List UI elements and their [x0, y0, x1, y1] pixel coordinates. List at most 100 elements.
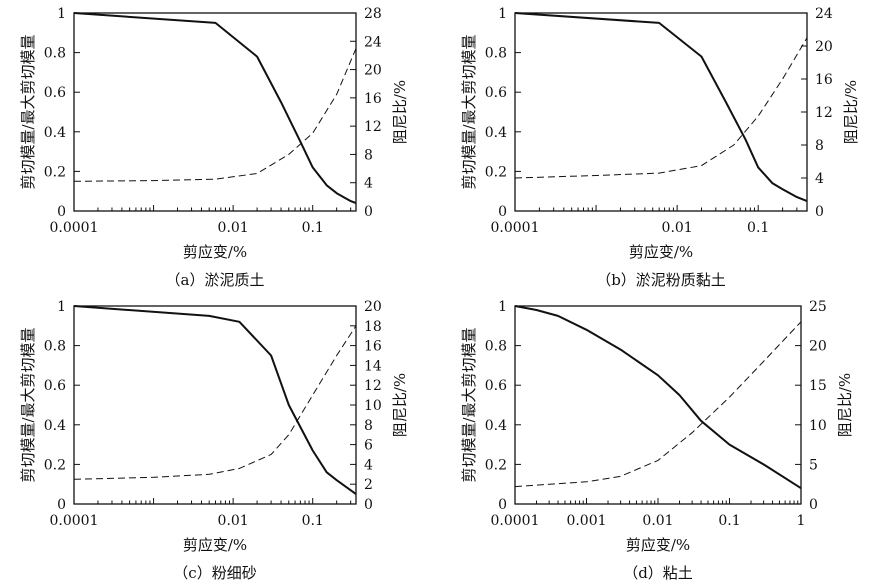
plot-frame	[514, 305, 802, 505]
y-left-tick-label: 0.2	[44, 164, 66, 180]
modulus-ratio-curve	[73, 305, 357, 495]
plot-frame	[514, 12, 808, 212]
panel-caption: （c）粉细砂	[173, 564, 256, 582]
y-right-tick-label: 4	[364, 176, 373, 192]
y-right-tick-label: 12	[364, 119, 382, 135]
x-tick-label: 0.1	[718, 513, 740, 529]
y-right-tick-label: 12	[364, 378, 382, 394]
y-left-tick-label: 0	[498, 497, 507, 513]
y-left-tick-label: 1	[57, 6, 66, 22]
x-tick-label: 0.0001	[50, 220, 99, 236]
y-left-tick-label: 0.4	[44, 418, 66, 434]
x-tick-label: 0.1	[302, 513, 324, 529]
damping-ratio-curve	[514, 37, 808, 179]
y-right-tick-label: 20	[364, 299, 382, 315]
y-left-tick-label: 0.6	[44, 378, 66, 394]
y-left-tick-label: 1	[498, 6, 507, 22]
y-left-tick-label: 0.8	[485, 46, 507, 62]
y-right-tick-label: 14	[364, 358, 382, 374]
x-tick-label: 0.01	[218, 513, 249, 529]
y-left-tick-label: 0.6	[485, 85, 507, 101]
y-right-axis-title: 阻尼比/%	[842, 80, 860, 144]
y-right-tick-label: 2	[364, 477, 373, 493]
x-tick-label: 0.01	[642, 513, 673, 529]
y-left-axis-title: 剪切模量/最大剪切模量	[460, 34, 478, 189]
y-left-axis-title: 剪切模量/最大剪切模量	[19, 34, 37, 189]
y-right-tick-label: 18	[364, 319, 382, 335]
y-right-tick-label: 16	[364, 91, 382, 107]
y-right-tick-label: 4	[815, 171, 824, 187]
y-right-tick-label: 24	[364, 34, 382, 50]
y-left-axis-title: 剪切模量/最大剪切模量	[19, 327, 37, 482]
y-right-tick-label: 8	[815, 138, 824, 154]
y-right-axis-title: 阻尼比/%	[391, 80, 409, 144]
y-right-tick-label: 8	[364, 418, 373, 434]
panel-caption: （d）粘土	[623, 564, 693, 582]
y-right-tick-label: 10	[364, 398, 382, 414]
x-tick-label: 0.0001	[491, 220, 540, 236]
y-left-tick-label: 0.2	[485, 457, 507, 473]
y-right-tick-label: 5	[809, 457, 818, 473]
x-tick-label: 0.0001	[491, 513, 540, 529]
y-left-tick-label: 0	[57, 204, 66, 220]
x-tick-label: 0.01	[218, 220, 249, 236]
panel-caption: （b）淤泥粉质黏土	[596, 271, 726, 289]
y-right-tick-label: 0	[364, 204, 373, 220]
damping-ratio-curve	[514, 321, 802, 488]
modulus-ratio-curve	[514, 305, 802, 490]
damping-ratio-curve	[73, 325, 357, 480]
plot-frame	[73, 305, 357, 505]
plot-frame	[73, 12, 357, 212]
y-right-tick-label: 15	[809, 378, 827, 394]
y-right-tick-label: 6	[364, 438, 373, 454]
y-left-tick-label: 0	[498, 204, 507, 220]
y-right-tick-label: 20	[809, 339, 827, 355]
y-right-tick-label: 4	[364, 457, 373, 473]
x-axis-title: 剪应变/%	[183, 536, 247, 554]
y-right-axis-title: 阻尼比/%	[391, 373, 409, 437]
y-right-tick-label: 16	[364, 339, 382, 355]
x-axis-title: 剪应变/%	[626, 536, 690, 554]
y-left-tick-label: 1	[57, 299, 66, 315]
y-right-tick-label: 12	[815, 105, 833, 121]
damping-ratio-curve	[73, 48, 357, 182]
y-left-tick-label: 0	[57, 497, 66, 513]
y-left-tick-label: 0.6	[485, 378, 507, 394]
y-right-axis-title: 阻尼比/%	[836, 373, 854, 437]
x-tick-label: 0.0001	[50, 513, 99, 529]
x-tick-label: 0.01	[662, 220, 693, 236]
modulus-ratio-curve	[73, 12, 357, 205]
chart-panel-d: 0.0001 0.001 0.01 0.1 100.20.40.60.810510152…	[460, 299, 854, 582]
y-left-tick-label: 0.4	[44, 125, 66, 141]
y-left-tick-label: 0.8	[44, 46, 66, 62]
y-right-tick-label: 0	[809, 497, 818, 513]
y-right-tick-label: 8	[364, 147, 373, 163]
y-left-tick-label: 0.8	[44, 339, 66, 355]
modulus-ratio-curve	[514, 12, 808, 203]
y-right-tick-label: 16	[815, 72, 833, 88]
x-tick-label: 0.001	[566, 513, 606, 529]
y-left-tick-label: 0.8	[485, 339, 507, 355]
chart-panel-c: 0.0001 0.01 0.100.20.40.60.810246810121416…	[19, 299, 409, 582]
y-right-tick-label: 0	[364, 497, 373, 513]
chart-panel-a: 0.0001 0.01 0.1 0 0.2 0.4 0.6 0.8 1 0 4 8 12 16 20 24 28…	[19, 6, 409, 289]
y-left-axis-title: 剪切模量/最大剪切模量	[460, 327, 478, 482]
panel-caption: （a）淤泥质土	[166, 271, 265, 289]
y-right-tick-label: 0	[815, 204, 824, 220]
chart-panel-b: 0.0001 0.01 0.1 0 0.2 0.4 0.6 0.8 1 0 4 8 12 16 20 24 剪切…	[460, 6, 860, 289]
y-left-tick-label: 0.2	[44, 457, 66, 473]
y-left-tick-label: 0.4	[485, 125, 507, 141]
y-right-tick-label: 24	[815, 6, 833, 22]
y-right-tick-label: 25	[809, 299, 827, 315]
y-left-tick-label: 0.6	[44, 85, 66, 101]
y-left-tick-label: 1	[498, 299, 507, 315]
x-tick-label: 0.1	[302, 220, 324, 236]
x-tick-label: 1	[797, 513, 806, 529]
x-tick-label: 0.1	[747, 220, 769, 236]
y-right-tick-label: 28	[364, 6, 382, 22]
y-left-tick-label: 0.2	[485, 164, 507, 180]
y-right-tick-label: 10	[809, 418, 827, 434]
y-right-tick-label: 20	[815, 39, 833, 55]
x-axis-title: 剪应变/%	[629, 243, 693, 261]
